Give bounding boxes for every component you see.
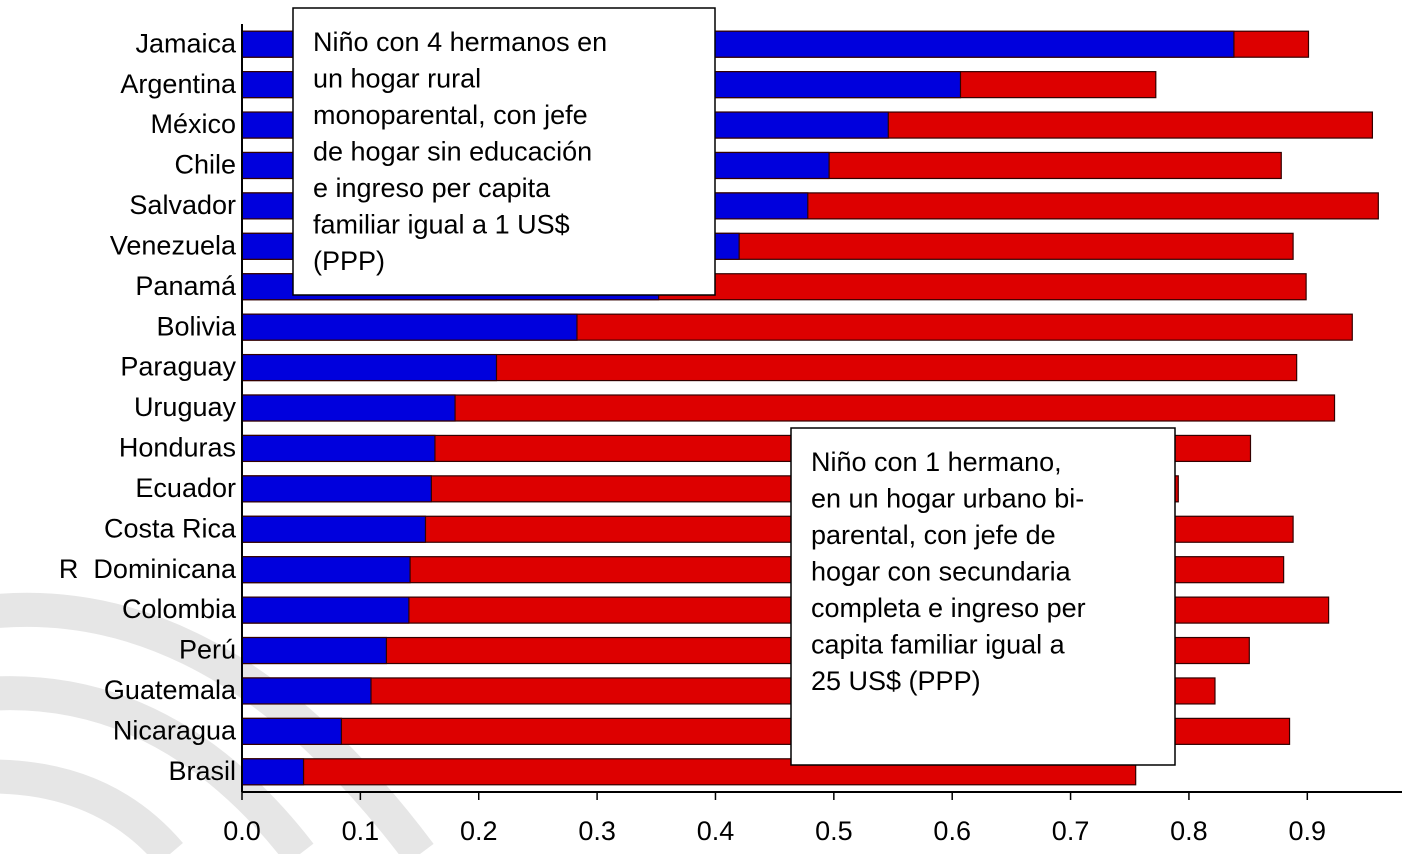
y-tick-label: Ecuador [135,473,236,503]
y-tick-label: Brasil [168,756,236,786]
y-tick-label: Uruguay [134,392,237,422]
y-tick-label: Honduras [119,433,236,463]
bar [241,394,456,422]
bar [241,556,411,584]
x-tick-label: 0.7 [1052,816,1090,846]
y-tick-label: Paraguay [120,352,236,382]
bar [241,717,343,745]
bar [241,636,388,665]
annotation-text: capita familiar igual a [811,630,1066,660]
x-tick-label: 0.0 [223,816,261,846]
bar [241,475,432,503]
annotation-text: 25 US$ (PPP) [811,666,981,696]
x-tick-label: 0.8 [1170,816,1208,846]
annotation-text: de hogar sin educación [313,137,592,167]
annotation-text: Niño con 1 hermano, [811,447,1062,477]
y-tick-label: Jamaica [135,28,237,58]
annotation-text: familiar igual a 1 US$ [313,210,570,240]
x-tick-label: 0.5 [815,816,853,846]
x-tick-label: 0.6 [933,816,971,846]
y-tick-label: México [150,109,236,139]
y-tick-label: Chile [174,150,236,180]
annotation-text: (PPP) [313,246,385,276]
bar [241,677,372,705]
y-tick-label: Colombia [122,594,237,624]
bar [241,515,427,543]
annotation-text: monoparental, con jefe [313,100,588,130]
y-tick-label: R Dominicana [59,554,237,584]
y-tick-label: Perú [179,635,236,665]
annotation-text: parental, con jefe de [811,520,1056,550]
annotation-text: hogar con secundaria [811,557,1072,587]
y-tick-label: Argentina [120,69,237,99]
x-tick-label: 0.3 [578,816,616,846]
annotation-text: e ingreso per capita [313,173,551,203]
bar [241,596,410,624]
x-tick-label: 0.9 [1289,816,1327,846]
annotation-box [292,7,716,296]
annotation-text: en un hogar urbano bi- [811,484,1084,514]
y-tick-label: Salvador [129,190,236,220]
annotation-text: completa e ingreso per [811,593,1086,623]
y-tick-label: Bolivia [156,311,237,341]
bar [241,434,436,463]
bar [241,758,305,786]
bar [241,313,578,341]
bar [241,353,498,382]
y-tick-label: Costa Rica [104,513,237,543]
y-tick-label: Guatemala [104,675,237,705]
y-tick-label: Panamá [135,271,237,301]
y-tick-label: Nicaragua [113,715,237,745]
y-tick-label: Venezuela [110,230,237,260]
x-tick-label: 0.2 [460,816,498,846]
annotation-box [790,427,1176,766]
x-tick-label: 0.4 [697,816,735,846]
annotation-text: Niño con 4 hermanos en [313,27,607,57]
annotation-text: un hogar rural [313,64,481,94]
x-tick-label: 0.1 [342,816,380,846]
